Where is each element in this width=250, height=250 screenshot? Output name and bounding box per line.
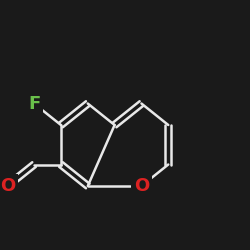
Text: F: F bbox=[28, 94, 40, 112]
Text: O: O bbox=[0, 177, 15, 195]
Text: O: O bbox=[134, 177, 149, 195]
